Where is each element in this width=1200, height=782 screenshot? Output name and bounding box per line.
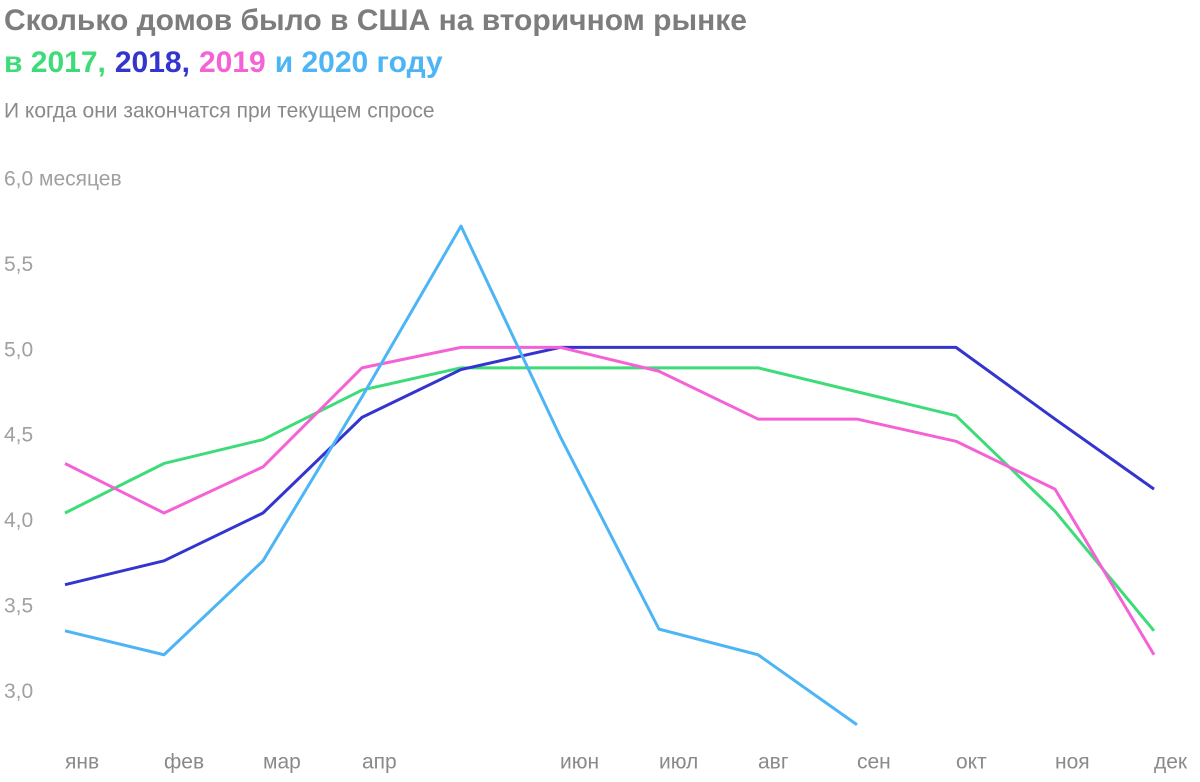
chart-title: Сколько домов было в США на вторичном ры… bbox=[4, 4, 747, 37]
legend-entry: 2018, bbox=[115, 46, 190, 79]
y-tick-label: 3,0 bbox=[4, 680, 33, 703]
series-line bbox=[64, 366, 1156, 632]
chart-subtitle: И когда они закончатся при текущем спрос… bbox=[4, 100, 435, 123]
x-tick-label: апр bbox=[362, 751, 397, 774]
x-tick-label: июл bbox=[659, 751, 698, 774]
x-tick-label: янв bbox=[65, 751, 99, 774]
x-tick-label: июн bbox=[560, 751, 599, 774]
x-tick-label: сен bbox=[857, 751, 891, 774]
x-tick-label: ноя bbox=[1055, 751, 1090, 774]
x-tick-label: авг bbox=[758, 751, 789, 774]
legend-entry: в 2017, bbox=[4, 46, 106, 79]
legend-entry: 2019 bbox=[199, 46, 266, 79]
x-tick-label: фев bbox=[164, 751, 204, 774]
y-tick-label: 4,5 bbox=[4, 424, 33, 447]
y-tick-label: 4,0 bbox=[4, 509, 33, 532]
series-line bbox=[64, 224, 858, 726]
x-tick-label: мар bbox=[263, 751, 301, 774]
y-tick-label: 3,5 bbox=[4, 594, 33, 617]
series-line bbox=[64, 345, 1156, 656]
x-tick-label: окт bbox=[956, 751, 987, 774]
x-tick-label: дек bbox=[1154, 751, 1188, 774]
legend-entry: и 2020 году bbox=[275, 46, 443, 79]
y-tick-label: 5,5 bbox=[4, 253, 33, 276]
y-tick-label: 6,0 месяцев bbox=[4, 168, 122, 191]
series-line bbox=[64, 345, 1155, 587]
y-tick-label: 5,0 bbox=[4, 338, 33, 361]
